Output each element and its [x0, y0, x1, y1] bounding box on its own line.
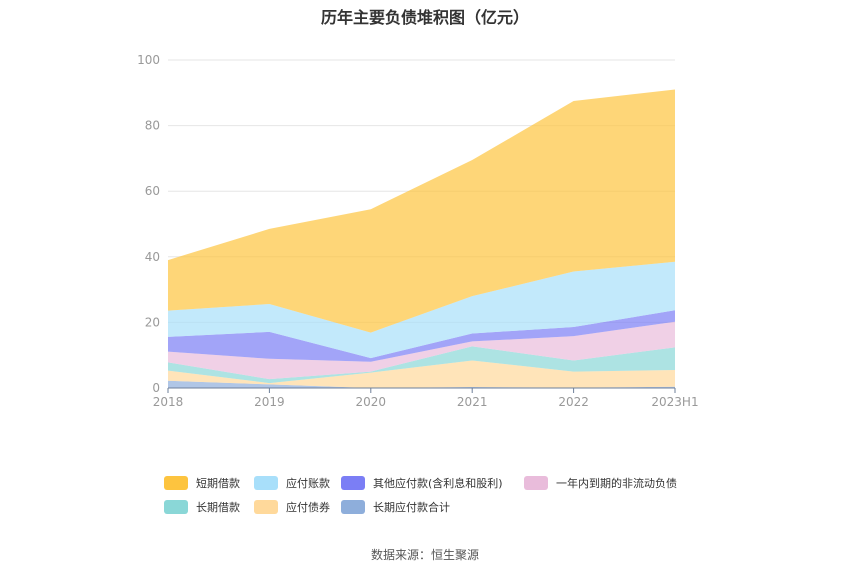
legend-swatch — [341, 500, 365, 514]
legend-swatch — [254, 476, 278, 490]
legend-item[interactable]: 短期借款 — [164, 475, 240, 491]
area-series-2[interactable] — [168, 346, 675, 384]
legend-item[interactable]: 一年内到期的非流动负债 — [524, 475, 677, 491]
chart-title: 历年主要负债堆积图（亿元） — [320, 8, 529, 27]
stacked-area-chart: 0 20 40 60 80 100 2018 2019 2020 2021 2022 2023H1 — [137, 53, 699, 409]
x-tick-label: 2018 — [153, 395, 184, 409]
area-series-1[interactable] — [168, 360, 675, 388]
legend-label: 长期应付款合计 — [373, 501, 450, 514]
data-source: 数据来源：恒生聚源 — [370, 548, 479, 562]
area-series-0[interactable] — [168, 380, 675, 388]
legend-item[interactable]: 长期借款 — [164, 499, 240, 515]
y-tick-label: 80 — [145, 119, 160, 133]
legend-swatch — [524, 476, 548, 490]
legend-item[interactable]: 应付账款 — [254, 475, 330, 491]
area-series-6[interactable] — [168, 89, 675, 333]
y-tick-label: 100 — [137, 53, 160, 67]
legend-swatch — [164, 500, 188, 514]
area-series-3[interactable] — [168, 321, 675, 380]
y-tick-label: 0 — [152, 381, 160, 395]
x-tick-label: 2019 — [254, 395, 285, 409]
legend-swatch — [254, 500, 278, 514]
legend-swatch — [164, 476, 188, 490]
x-tick-label: 2021 — [457, 395, 488, 409]
area-series-4[interactable] — [168, 310, 675, 362]
x-tick-label: 2023H1 — [651, 395, 698, 409]
legend-label: 一年内到期的非流动负债 — [556, 477, 677, 490]
x-tick-label: 2020 — [356, 395, 387, 409]
y-tick-label: 60 — [145, 184, 160, 198]
legend-label: 短期借款 — [196, 477, 240, 490]
legend-swatch — [341, 476, 365, 490]
legend-label: 长期借款 — [196, 501, 240, 514]
y-tick-label: 20 — [145, 315, 160, 329]
x-tick-label: 2022 — [558, 395, 589, 409]
legend-label: 应付账款 — [286, 477, 330, 490]
legend-item[interactable]: 其他应付款(含利息和股利) — [341, 475, 503, 491]
legend-item[interactable]: 应付债券 — [254, 499, 330, 515]
legend-label: 其他应付款(含利息和股利) — [373, 477, 503, 490]
y-tick-label: 40 — [145, 250, 160, 264]
legend-item[interactable]: 长期应付款合计 — [341, 499, 450, 515]
legend-label: 应付债券 — [286, 501, 330, 514]
area-series-5[interactable] — [168, 261, 675, 359]
